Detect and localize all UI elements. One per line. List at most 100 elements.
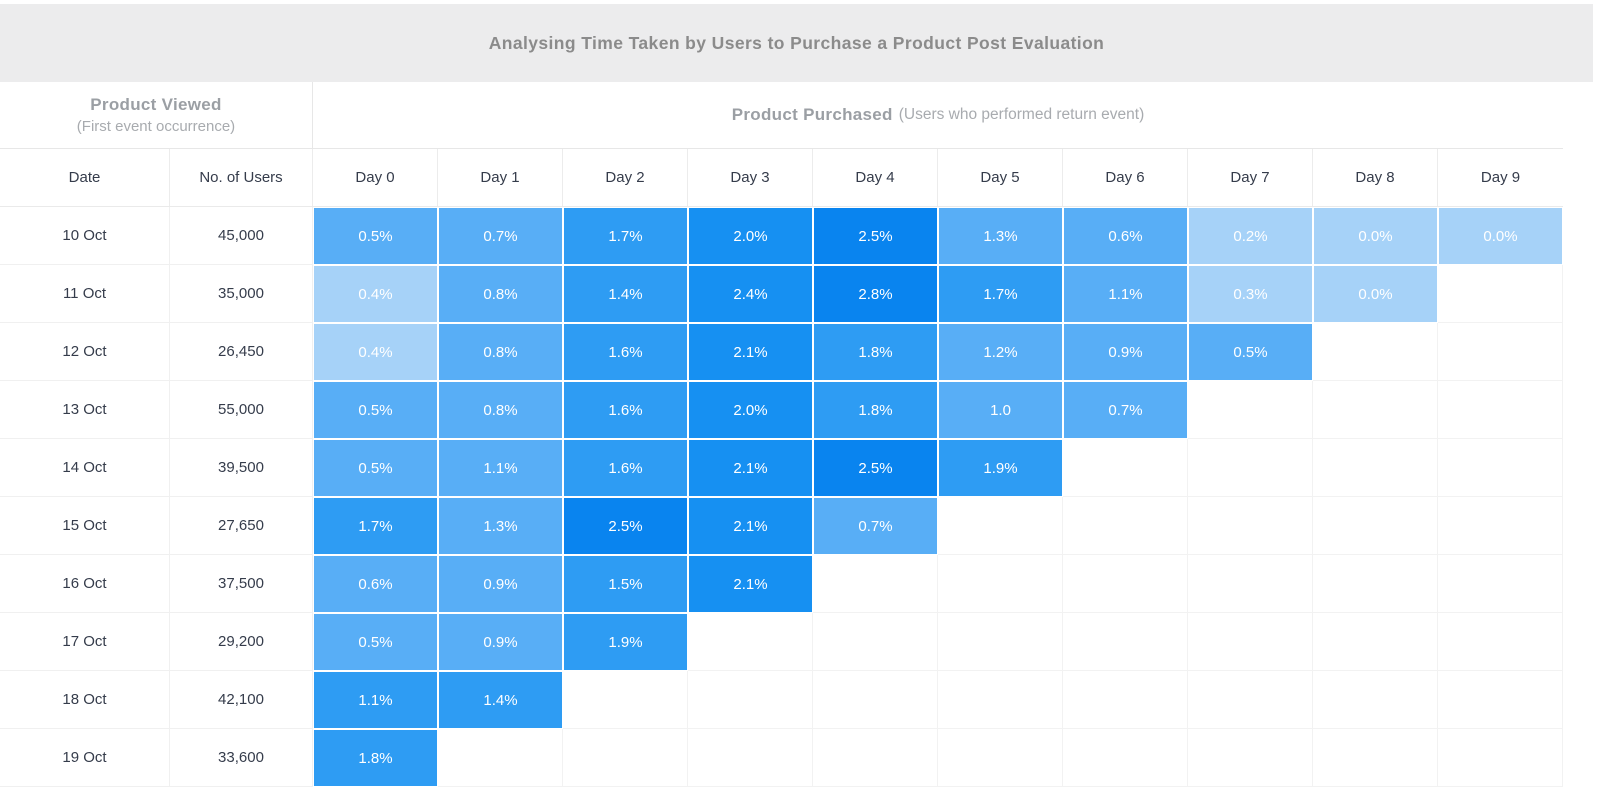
- empty-cell: [1063, 439, 1188, 497]
- heatmap-cell: 0.8%: [438, 323, 563, 381]
- column-header-day-8: Day 8: [1313, 149, 1438, 206]
- empty-cell: [438, 729, 563, 787]
- empty-cell: [813, 671, 938, 729]
- heatmap-cell: 1.8%: [813, 323, 938, 381]
- empty-cell: [938, 729, 1063, 787]
- empty-cell: [1188, 497, 1313, 555]
- heatmap-cell: 1.0: [938, 381, 1063, 439]
- heatmap-cell: 1.9%: [938, 439, 1063, 497]
- users-cell: 33,600: [170, 729, 313, 787]
- empty-cell: [1188, 555, 1313, 613]
- heatmap-body: 10 Oct 45,000 0.5% 0.7% 1.7% 2.0% 2.5% 1.3% 0.6%…: [0, 207, 1563, 787]
- cohort-row: 14 Oct 39,500 0.5% 1.1% 1.6% 2.1% 2.5% 1.9%: [0, 439, 1563, 497]
- heatmap-cell: 1.4%: [438, 671, 563, 729]
- empty-cell: [1438, 613, 1563, 671]
- date-cell: 18 Oct: [0, 671, 170, 729]
- empty-cell: [1063, 613, 1188, 671]
- heatmap-cell: 0.5%: [313, 207, 438, 265]
- users-cell: 37,500: [170, 555, 313, 613]
- column-header-day-2: Day 2: [563, 149, 688, 206]
- users-cell: 27,650: [170, 497, 313, 555]
- empty-cell: [1438, 323, 1563, 381]
- group-header-product-viewed: Product Viewed (First event occurrence): [0, 82, 313, 148]
- heatmap-cell: 0.5%: [313, 439, 438, 497]
- empty-cell: [1438, 671, 1563, 729]
- group-subtitle-return-event: (Users who performed return event): [898, 106, 1145, 123]
- heatmap-cell: 2.0%: [688, 207, 813, 265]
- empty-cell: [1438, 265, 1563, 323]
- users-cell: 55,000: [170, 381, 313, 439]
- heatmap-cell: 0.8%: [438, 381, 563, 439]
- heatmap-cell: 0.2%: [1188, 207, 1313, 265]
- empty-cell: [1188, 671, 1313, 729]
- empty-cell: [1313, 439, 1438, 497]
- empty-cell: [813, 613, 938, 671]
- heatmap-cell: 0.7%: [1063, 381, 1188, 439]
- heatmap-cell: 0.8%: [438, 265, 563, 323]
- heatmap-cell: 1.4%: [563, 265, 688, 323]
- empty-cell: [1063, 729, 1188, 787]
- heatmap-cell: 2.4%: [688, 265, 813, 323]
- heatmap-cell: 1.6%: [563, 439, 688, 497]
- heatmap-cell: 1.6%: [563, 323, 688, 381]
- heatmap-cell: 2.1%: [688, 439, 813, 497]
- cohort-row: 13 Oct 55,000 0.5% 0.8% 1.6% 2.0% 1.8% 1.0 0.7%: [0, 381, 1563, 439]
- empty-cell: [563, 671, 688, 729]
- cohort-row: 16 Oct 37,500 0.6% 0.9% 1.5% 2.1%: [0, 555, 1563, 613]
- heatmap-cell: 1.8%: [313, 729, 438, 787]
- empty-cell: [813, 555, 938, 613]
- heatmap-cell: 0.9%: [438, 613, 563, 671]
- heatmap-cell: 1.6%: [563, 381, 688, 439]
- empty-cell: [1438, 381, 1563, 439]
- group-header-product-purchased: Product Purchased (Users who performed r…: [313, 82, 1563, 148]
- empty-cell: [1313, 323, 1438, 381]
- empty-cell: [1188, 439, 1313, 497]
- empty-cell: [1063, 555, 1188, 613]
- cohort-row: 12 Oct 26,450 0.4% 0.8% 1.6% 2.1% 1.8% 1.2% 0.9%…: [0, 323, 1563, 381]
- users-cell: 29,200: [170, 613, 313, 671]
- empty-cell: [938, 613, 1063, 671]
- date-cell: 17 Oct: [0, 613, 170, 671]
- heatmap-cell: 0.5%: [313, 613, 438, 671]
- heatmap-cell: 1.1%: [1063, 265, 1188, 323]
- heatmap-cell: 2.8%: [813, 265, 938, 323]
- date-cell: 16 Oct: [0, 555, 170, 613]
- heatmap-cell: 2.0%: [688, 381, 813, 439]
- cohort-row: 11 Oct 35,000 0.4% 0.8% 1.4% 2.4% 2.8% 1.7% 1.1%…: [0, 265, 1563, 323]
- heatmap-cell: 2.5%: [813, 439, 938, 497]
- empty-cell: [688, 729, 813, 787]
- heatmap-cell: 1.1%: [313, 671, 438, 729]
- empty-cell: [1063, 671, 1188, 729]
- heatmap-cell: 0.0%: [1438, 207, 1563, 265]
- date-cell: 14 Oct: [0, 439, 170, 497]
- empty-cell: [688, 613, 813, 671]
- heatmap-cell: 2.5%: [813, 207, 938, 265]
- column-header-day-4: Day 4: [813, 149, 938, 206]
- group-header-row: Product Viewed (First event occurrence) …: [0, 82, 1563, 149]
- date-cell: 19 Oct: [0, 729, 170, 787]
- empty-cell: [1188, 729, 1313, 787]
- heatmap-cell: 1.8%: [813, 381, 938, 439]
- heatmap-cell: 0.7%: [438, 207, 563, 265]
- heatmap-cell: 0.6%: [1063, 207, 1188, 265]
- cohort-row: 17 Oct 29,200 0.5% 0.9% 1.9%: [0, 613, 1563, 671]
- heatmap-cell: 2.5%: [563, 497, 688, 555]
- heatmap-cell: 0.0%: [1313, 207, 1438, 265]
- date-cell: 13 Oct: [0, 381, 170, 439]
- column-header-day-5: Day 5: [938, 149, 1063, 206]
- empty-cell: [813, 729, 938, 787]
- empty-cell: [1313, 381, 1438, 439]
- column-header-row: Date No. of Users Day 0 Day 1 Day 2 Day 3 Day …: [0, 149, 1563, 207]
- empty-cell: [1063, 497, 1188, 555]
- heatmap-cell: 1.7%: [938, 265, 1063, 323]
- empty-cell: [1188, 381, 1313, 439]
- heatmap-cell: 0.6%: [313, 555, 438, 613]
- group-title-product-viewed: Product Viewed: [90, 95, 222, 114]
- heatmap-cell: 1.5%: [563, 555, 688, 613]
- empty-cell: [938, 555, 1063, 613]
- date-cell: 12 Oct: [0, 323, 170, 381]
- cohort-row: 15 Oct 27,650 1.7% 1.3% 2.5% 2.1% 0.7%: [0, 497, 1563, 555]
- users-cell: 42,100: [170, 671, 313, 729]
- heatmap-cell: 0.7%: [813, 497, 938, 555]
- empty-cell: [1313, 729, 1438, 787]
